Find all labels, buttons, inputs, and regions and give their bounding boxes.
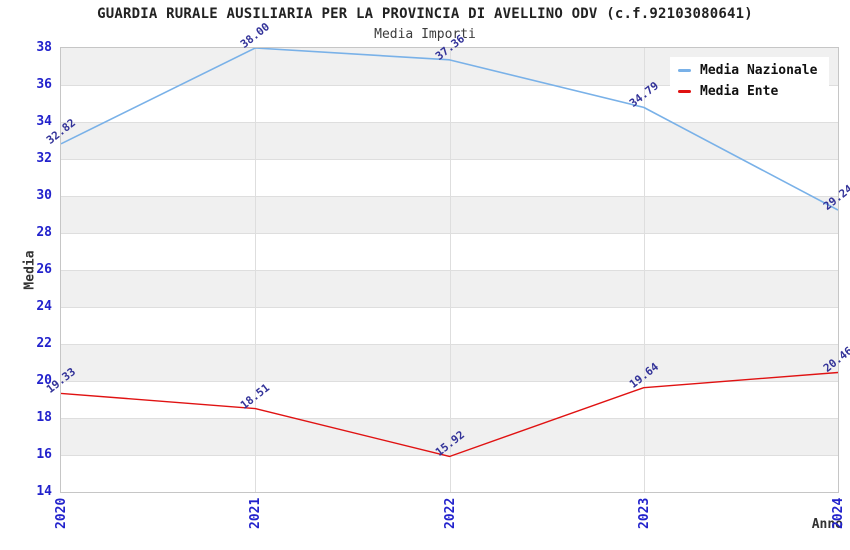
legend-label: Media Ente [700,84,779,99]
vertical-gridline [449,48,451,492]
y-tick-label: 26 [36,262,52,277]
legend-swatch-blue [678,69,691,72]
y-tick-label: 20 [36,373,52,388]
line-media-nazionale [61,48,838,211]
series-lines [61,48,838,458]
x-tick-label: 2022 [442,497,458,529]
x-tick-label: 2024 [831,497,846,529]
chart-subtitle: Media Importi [374,27,476,42]
y-tick-label: 16 [36,447,52,462]
x-tick-label: 2023 [636,497,652,529]
y-tick-label: 14 [36,484,52,499]
legend-swatch-red [678,90,691,93]
x-axis-title: Anno [811,517,843,532]
y-tick-label: 36 [36,77,52,92]
legend-label: Media Nazionale [700,63,818,78]
x-tick-label: 2021 [248,497,264,529]
y-tick-label: 38 [36,40,52,55]
legend-item-media-ente: Media Ente [678,84,817,99]
vertical-gridline [643,48,645,492]
y-tick-label: 32 [36,151,52,166]
legend-item-media-nazionale: Media Nazionale [678,63,817,78]
y-tick-label: 18 [36,410,52,425]
y-tick-label: 22 [36,336,52,351]
y-tick-label: 30 [36,188,52,203]
y-tick-label: 24 [36,299,52,314]
line-media-ente [61,371,838,458]
x-tick-label: 2020 [54,497,69,529]
plot-area: 32.82 38.00 37.36 34.79 29.24 19.33 18.51 15.92… [44,20,850,493]
y-tick-label: 34 [36,114,52,129]
legend: Media Nazionale Media Ente [670,57,830,105]
vertical-gridline [255,48,257,492]
chart-title: GUARDIA RURALE AUSILIARIA PER LA PROVINC… [97,6,753,22]
y-tick-label: 28 [36,225,52,240]
